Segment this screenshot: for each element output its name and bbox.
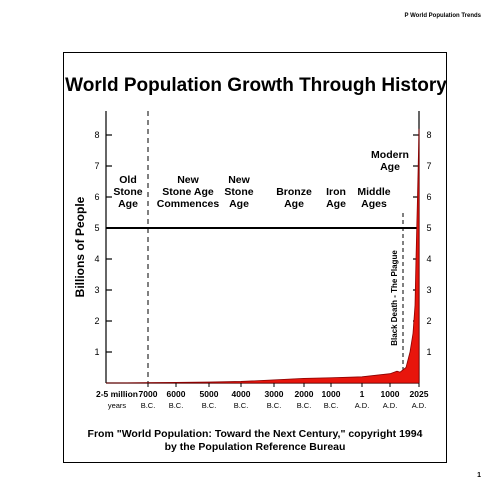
era-label: New — [228, 174, 250, 186]
y-tick-label-right: 5 — [426, 223, 431, 233]
y-tick-label-right: 6 — [426, 192, 431, 202]
y-tick-label-right: 3 — [426, 285, 431, 295]
x-tick-label: 1000 — [322, 389, 341, 399]
era-label: Modern — [371, 149, 409, 161]
x-tick-label: 2025 — [410, 389, 429, 399]
x-tick-label: 1000 — [381, 389, 400, 399]
x-tick-label: 7000 — [139, 389, 158, 399]
source-line-2: by the Population Reference Bureau — [164, 441, 346, 453]
x-tick-sublabel: B.C. — [202, 401, 217, 410]
x-tick-label: 1 — [360, 389, 365, 399]
x-tick-sublabel: B.C. — [324, 401, 339, 410]
black-death-annotation: Black Death - The Plague — [390, 250, 399, 346]
y-tick-label-left: 4 — [94, 254, 99, 264]
y-tick-label-right: 1 — [426, 347, 431, 357]
era-label: Middle — [357, 186, 390, 198]
y-axis-label: Billions of People — [73, 196, 87, 297]
x-tick-sublabel: A.D. — [355, 401, 370, 410]
y-tick-label-right: 7 — [426, 161, 431, 171]
era-label: Old — [119, 174, 137, 186]
x-tick-label: 6000 — [167, 389, 186, 399]
era-label: Iron — [326, 186, 346, 198]
era-label: Commences — [157, 198, 220, 210]
era-label: Age — [284, 198, 304, 210]
era-label: Stone — [224, 186, 253, 198]
y-tick-label-left: 5 — [94, 223, 99, 233]
y-tick-label-left: 6 — [94, 192, 99, 202]
x-tick-label: 3000 — [265, 389, 284, 399]
population-chart: World Population Growth Through History 1… — [65, 75, 447, 410]
era-label: Age — [326, 198, 346, 210]
x-tick-sublabel: A.D. — [383, 401, 398, 410]
era-label: New — [177, 174, 199, 186]
y-tick-label-left: 7 — [94, 161, 99, 171]
population-area — [105, 128, 420, 384]
era-label: Stone — [113, 186, 142, 198]
x-tick-label: 4000 — [232, 389, 251, 399]
chart-title: World Population Growth Through History — [65, 75, 447, 96]
y-tick-label-left: 8 — [94, 130, 99, 140]
y-tick-label-right: 2 — [426, 316, 431, 326]
era-label: Ages — [361, 198, 387, 210]
page-number: 1 — [477, 472, 481, 479]
x-tick-sublabel: A.D. — [412, 401, 427, 410]
x-tick-sublabel: B.C. — [141, 401, 156, 410]
x-tick-sublabel: years — [108, 401, 127, 410]
x-tick-sublabel: B.C. — [267, 401, 282, 410]
x-tick-sublabel: B.C. — [234, 401, 249, 410]
source-line-1: From "World Population: Toward the Next … — [87, 428, 423, 440]
x-tick-label: 5000 — [200, 389, 219, 399]
y-tick-label-left: 1 — [94, 347, 99, 357]
era-label: Age — [118, 198, 138, 210]
era-label: Age — [229, 198, 249, 210]
y-tick-label-left: 3 — [94, 285, 99, 295]
x-tick-sublabel: B.C. — [169, 401, 184, 410]
y-tick-label-right: 4 — [426, 254, 431, 264]
y-tick-label-left: 2 — [94, 316, 99, 326]
x-tick-label: 2-5 million — [96, 389, 138, 399]
era-label: Age — [380, 161, 400, 173]
era-label: Bronze — [276, 186, 312, 198]
era-label: Stone Age — [162, 186, 214, 198]
x-tick-sublabel: B.C. — [297, 401, 312, 410]
figure-frame: World Population Growth Through History 1… — [63, 52, 447, 463]
y-tick-label-right: 8 — [426, 130, 431, 140]
page-header-title: P World Population Trends — [404, 13, 481, 19]
x-tick-label: 2000 — [295, 389, 314, 399]
